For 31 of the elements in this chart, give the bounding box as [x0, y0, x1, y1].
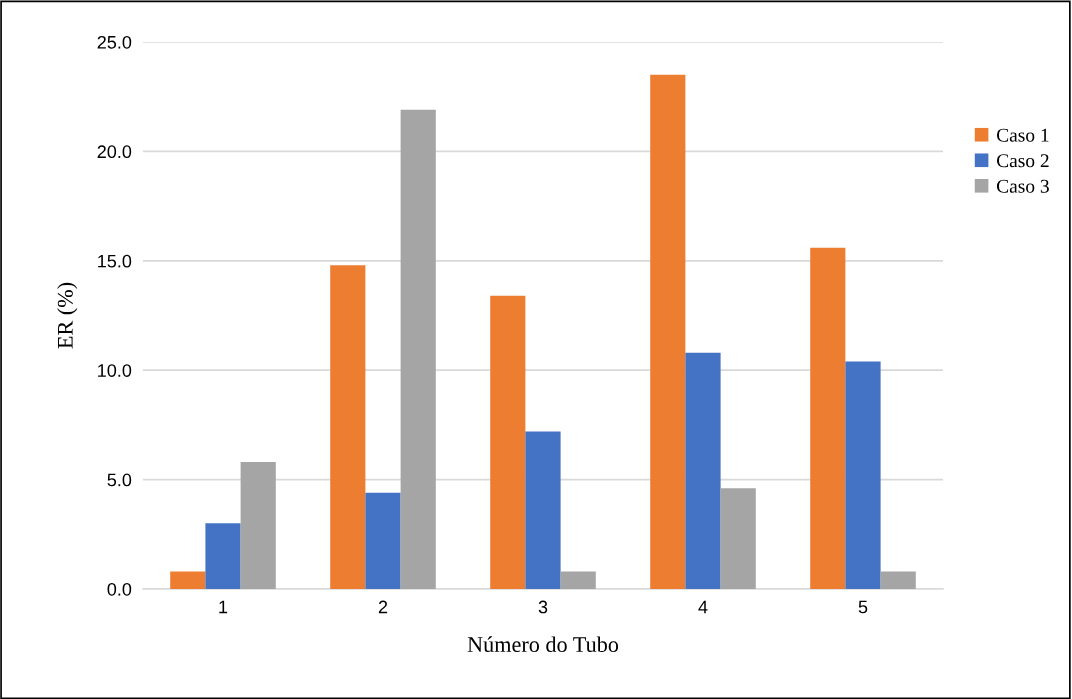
x-tick-label: 1: [219, 600, 228, 614]
y-tick-label: 5.0: [107, 473, 132, 487]
legend-label: Caso 2: [996, 154, 1049, 168]
y-tick-label: 25.0: [97, 35, 132, 49]
bar: [810, 247, 846, 589]
bar: [685, 352, 721, 589]
x-axis-title: Número do Tubo: [467, 636, 619, 653]
x-tick-label: 5: [858, 600, 868, 614]
x-tick-label: 3: [538, 600, 548, 614]
x-tick-label: 2: [378, 600, 388, 614]
y-tick-label: 10.0: [98, 364, 132, 377]
bar: [365, 492, 401, 589]
bar: [400, 109, 436, 589]
bar: [560, 571, 596, 589]
bar: [880, 571, 916, 589]
y-tick-label: 20.0: [97, 145, 132, 159]
bar: [240, 462, 276, 589]
y-tick-label: 15.0: [98, 254, 132, 268]
bar: [720, 488, 756, 589]
bar: [650, 74, 686, 589]
x-tick-label: 4: [698, 600, 708, 614]
bar: [525, 431, 561, 589]
legend-label: Caso 3: [996, 179, 1049, 193]
y-tick-label: 0.0: [107, 582, 132, 596]
y-axis-title: ER (%): [57, 282, 78, 349]
bar: [330, 265, 366, 589]
legend-label: Caso 1: [996, 128, 1049, 142]
bar: [845, 361, 881, 589]
bar: [170, 571, 206, 589]
bar: [490, 295, 526, 589]
bar: [205, 523, 241, 589]
